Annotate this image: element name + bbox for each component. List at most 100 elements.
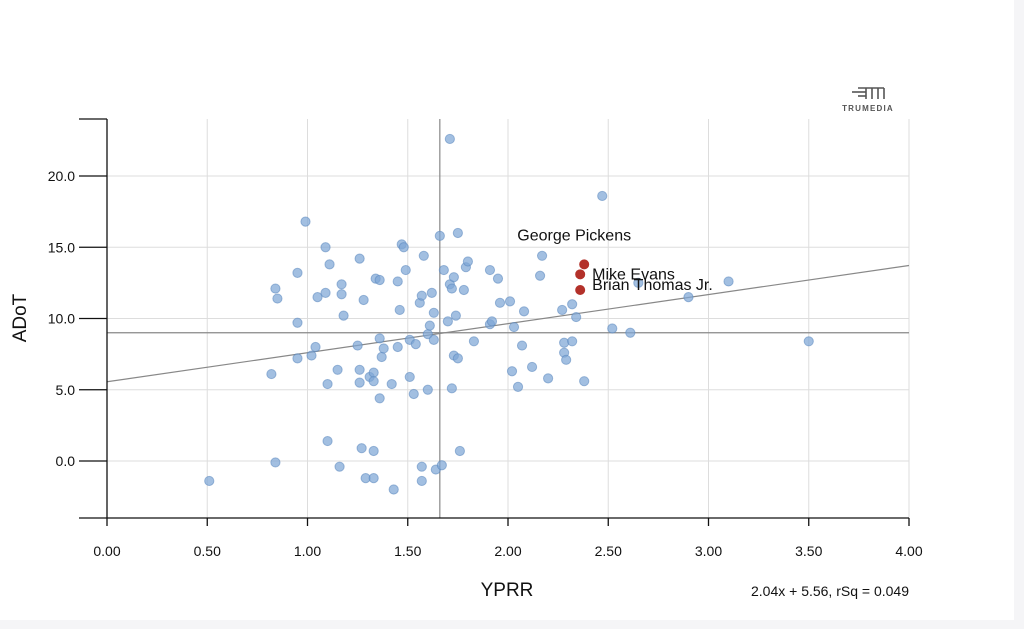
data-point: [518, 306, 530, 317]
data-point: [378, 343, 389, 354]
regression-line-group: [106, 264, 910, 383]
data-point: [404, 371, 415, 383]
data-point: [392, 341, 403, 353]
data-point: [338, 310, 349, 321]
regression-equation: 2.04x + 5.56, rSq = 0.049: [751, 583, 909, 599]
data-point: [446, 383, 457, 394]
data-point: [450, 310, 461, 321]
data-point: [438, 264, 449, 276]
data-point: [354, 253, 365, 264]
data-point: [543, 373, 554, 384]
data-point: [426, 287, 437, 298]
data-point: [374, 274, 385, 286]
data-point: [386, 378, 397, 390]
regression-line: [106, 264, 910, 383]
data-point: [504, 296, 516, 307]
highlighted-point: [579, 259, 590, 270]
trumedia-logo-text: TRUMEDIA: [842, 104, 894, 113]
data-point: [374, 393, 385, 404]
highlighted-point: [575, 269, 586, 280]
data-point: [508, 321, 520, 333]
data-point: [408, 388, 419, 400]
data-point: [436, 460, 447, 471]
highlighted-point: [575, 285, 586, 295]
data-point: [452, 353, 463, 364]
data-point: [534, 270, 546, 281]
data-point: [354, 377, 365, 388]
data-point: [506, 366, 518, 377]
data-point: [442, 316, 453, 327]
data-point: [312, 292, 323, 303]
data-point: [270, 457, 281, 468]
data-point: [320, 287, 331, 298]
data-point: [454, 445, 465, 457]
data-point: [416, 290, 427, 301]
x-tick-label: 0.50: [194, 543, 221, 559]
x-tick-label: 2.00: [494, 543, 521, 559]
data-point: [536, 250, 548, 261]
data-point: [428, 307, 439, 318]
data-point: [416, 461, 427, 472]
x-tick-label: 1.00: [294, 543, 321, 559]
data-point: [322, 435, 333, 447]
data-point: [444, 133, 455, 145]
data-point: [292, 267, 303, 278]
grid-lines: [107, 119, 910, 518]
data-point: [486, 316, 498, 327]
data-point: [292, 353, 303, 364]
x-tick-label: 2.50: [595, 543, 622, 559]
x-tick-label: 4.00: [895, 543, 922, 559]
data-point: [356, 443, 367, 454]
data-point: [336, 279, 347, 290]
data-point: [625, 327, 636, 338]
data-point: [394, 304, 405, 316]
data-point: [204, 475, 215, 487]
trumedia-logo: TRUMEDIA: [842, 87, 894, 113]
data-point: [306, 350, 317, 361]
trumedia-logo-icon: [852, 87, 885, 99]
x-axis-ticks: 0.00 0.50 1.00 1.50 2.00 2.50 3.00 3.50 4.00: [93, 518, 923, 559]
data-point: [462, 256, 473, 267]
data-point: [368, 473, 379, 484]
data-point: [516, 340, 528, 351]
data-point: [272, 293, 283, 304]
data-point: [494, 297, 506, 308]
y-tick-label: 10.0: [48, 311, 75, 327]
data-point: [571, 311, 582, 323]
data-point: [579, 376, 590, 387]
data-point: [354, 364, 365, 375]
data-point: [484, 264, 496, 276]
data-point: [422, 384, 433, 395]
x-axis-title: YPRR: [481, 580, 534, 601]
y-tick-label: 5.0: [56, 382, 76, 398]
data-point: [633, 277, 644, 288]
data-point: [376, 351, 387, 363]
data-point: [270, 283, 281, 294]
data-point: [358, 294, 369, 306]
data-point: [424, 320, 435, 331]
data-point: [368, 367, 379, 378]
data-point: [368, 445, 379, 457]
data-point: [428, 334, 439, 345]
x-tick-label: 1.50: [394, 543, 421, 559]
data-point: [597, 190, 608, 202]
data-points: [204, 133, 814, 495]
data-point: [392, 276, 403, 287]
right-margin-strip: [1014, 0, 1024, 629]
data-point: [492, 273, 504, 284]
y-tick-label: 0.0: [56, 453, 76, 469]
data-point: [322, 378, 333, 390]
data-point: [723, 276, 734, 287]
data-point: [448, 272, 459, 283]
player-label: Mike Evans: [592, 266, 675, 283]
data-point: [452, 227, 463, 239]
data-point: [567, 299, 578, 310]
y-axis-ticks: 0.0 5.0 10.0 15.0 20.0: [48, 168, 107, 469]
data-point: [434, 230, 445, 241]
y-axis-title: ADoT: [10, 293, 31, 342]
data-point: [683, 292, 694, 303]
data-point: [557, 304, 568, 316]
